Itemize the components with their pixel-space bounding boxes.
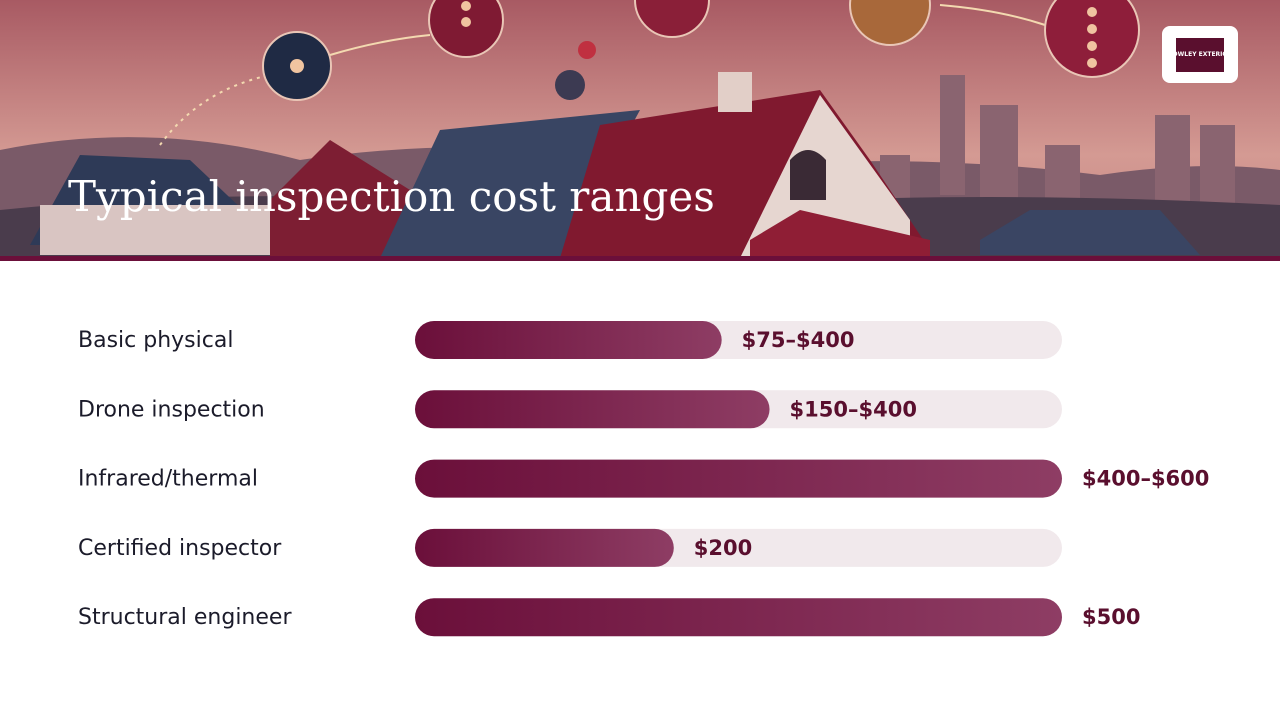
bar	[415, 459, 1062, 498]
value-label: $200	[694, 536, 752, 560]
chart-title: Typical inspection cost ranges	[68, 172, 715, 221]
plot: Basic physical $75–$400 Drone inspection $1…	[78, 321, 1209, 637]
bar	[415, 598, 1062, 637]
bar	[415, 528, 674, 567]
banner-rule	[0, 256, 1280, 261]
category-label: Structural engineer	[78, 605, 292, 630]
category-label: Drone inspection	[78, 397, 265, 422]
category-label: Basic physical	[78, 328, 233, 353]
category-label: Infrared/thermal	[78, 467, 258, 492]
value-label: $400–$600	[1082, 467, 1209, 491]
logo-text: CROWLEY EXTERIORS	[1164, 51, 1237, 58]
value-label: $150–$400	[790, 397, 917, 421]
bar	[415, 390, 770, 429]
category-label: Certified inspector	[78, 536, 282, 561]
banner	[0, 0, 1280, 258]
bar	[415, 321, 722, 359]
value-label: $75–$400	[742, 328, 855, 352]
logo: CROWLEY EXTERIORS	[1162, 26, 1238, 83]
value-label: $500	[1082, 605, 1140, 629]
